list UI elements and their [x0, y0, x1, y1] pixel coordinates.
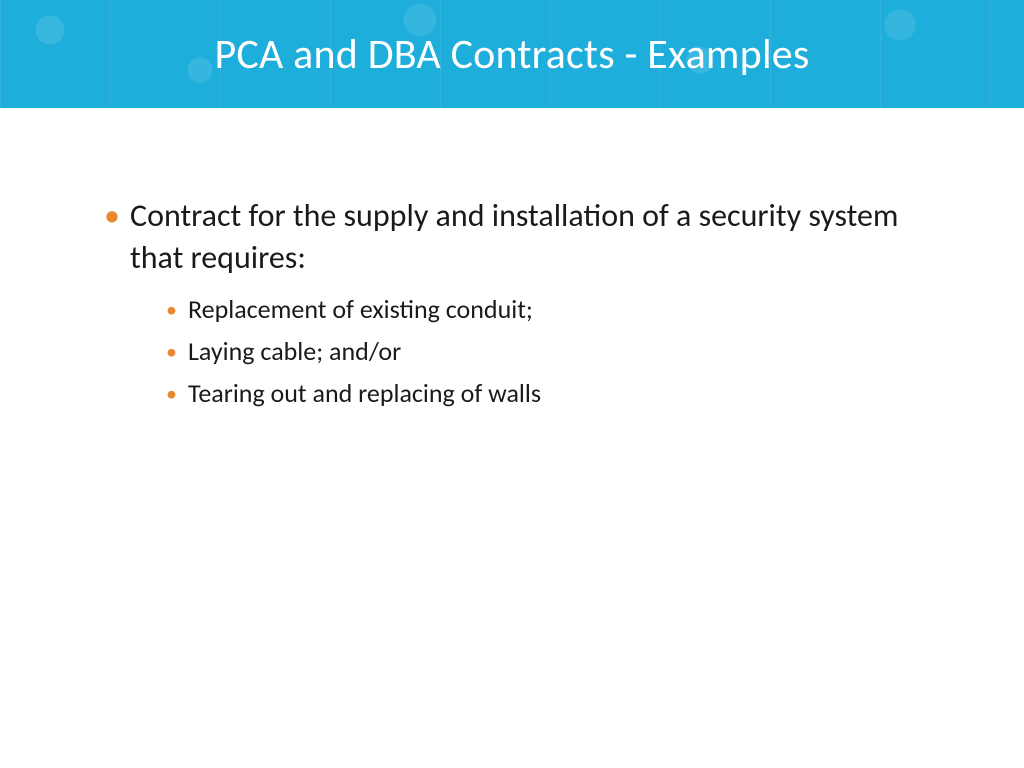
slide: PCA and DBA Contracts - Examples Contrac… — [0, 0, 1024, 768]
slide-body: Contract for the supply and installation… — [100, 195, 904, 426]
list-item-text: Contract for the supply and installation… — [130, 196, 898, 277]
list-item-text: Replacement of existing conduit; — [188, 293, 533, 325]
slide-title: PCA and DBA Contracts - Examples — [214, 29, 809, 80]
list-item: Laying cable; and/or — [130, 331, 904, 373]
list-item-text: Laying cable; and/or — [188, 335, 401, 367]
list-item: Tearing out and replacing of walls — [130, 373, 904, 415]
title-band: PCA and DBA Contracts - Examples — [0, 0, 1024, 108]
bullet-list-level2: Replacement of existing conduit; Laying … — [130, 289, 904, 414]
list-item-text: Tearing out and replacing of walls — [188, 377, 541, 409]
bullet-list-level1: Contract for the supply and installation… — [100, 195, 904, 414]
list-item: Contract for the supply and installation… — [100, 195, 904, 414]
list-item: Replacement of existing conduit; — [130, 289, 904, 331]
